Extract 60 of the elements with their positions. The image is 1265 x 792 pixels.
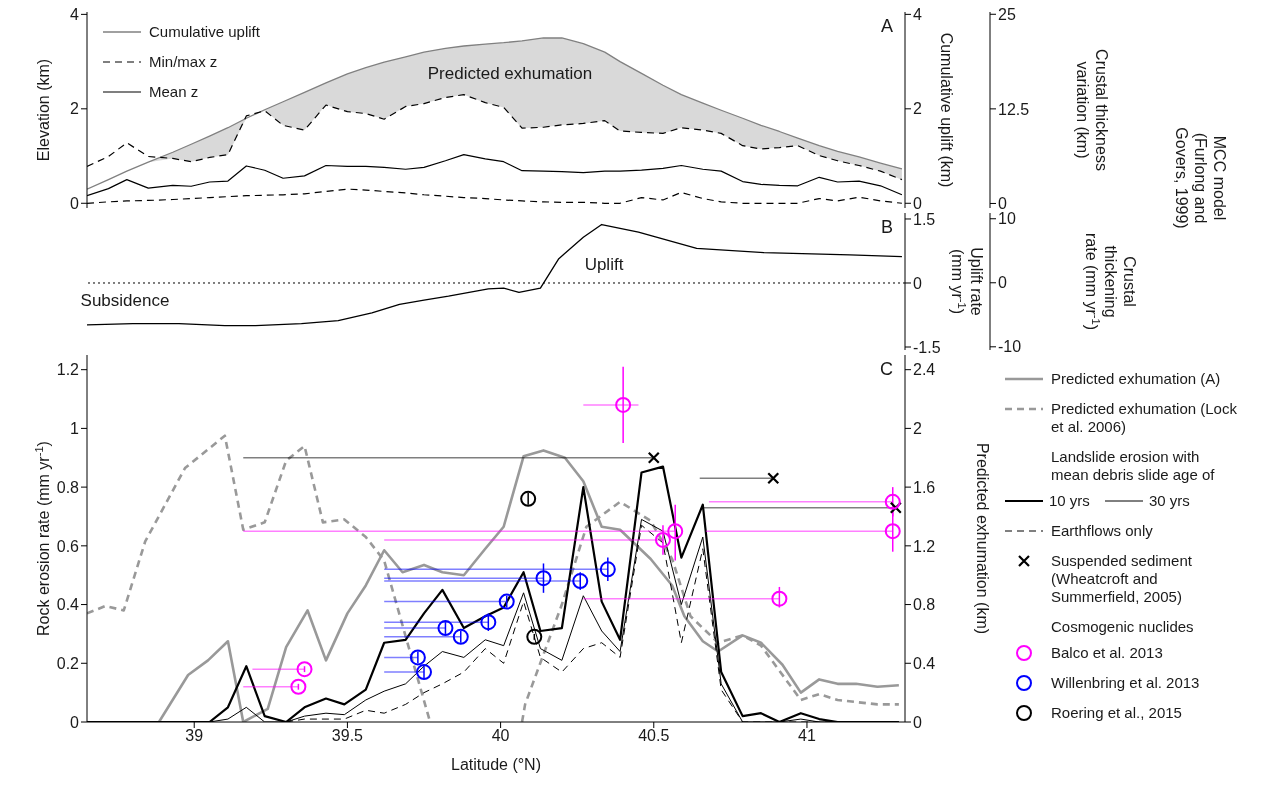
legend-label: Predicted exhumation (Lock et al. 2006): [1051, 400, 1238, 436]
y-tick-label: 0.8: [56, 478, 80, 496]
y2-tick-label: 0: [913, 713, 922, 731]
y2-tick-label: 0: [913, 194, 922, 212]
legend-label: Min/max z: [149, 53, 218, 71]
y-tick-label: 1: [70, 420, 80, 438]
y-tick-label: 1.2: [56, 361, 80, 379]
annotation: Subsidence: [80, 290, 170, 310]
legend-label: Predicted exhumation (A): [1051, 370, 1221, 388]
y-tick-label: 0.6: [56, 537, 80, 555]
y2-tick-label: 1.6: [913, 478, 936, 496]
y3-tick-label: 12.5: [998, 100, 1030, 118]
y2-tick-label: 0.8: [913, 596, 936, 614]
y3-tick-label: 10: [998, 210, 1016, 228]
legend-label: Willenbring et al. 2013: [1051, 674, 1200, 692]
text: Cosmogenic nuclides: [1051, 618, 1194, 636]
y2-tick-label: -1.5: [913, 338, 941, 356]
legend-label: Earthflows only: [1051, 522, 1154, 540]
y3-tick-label: 25: [998, 5, 1016, 23]
y3-tick-label: -10: [998, 338, 1022, 356]
y2-axis-title: Cumulative uplift (km): [938, 32, 956, 188]
x-tick-label: 39.5: [331, 727, 364, 745]
legend-label: 30 yrs: [1149, 492, 1190, 510]
legend-label: Suspended sediment (Wheatcroft and Summerfield, 2005): [1051, 552, 1193, 606]
chart-title: A: [880, 16, 893, 36]
y2-axis-title: Predicted exhumation (km): [974, 442, 992, 635]
y3-tick-label: 0: [998, 195, 1007, 213]
legend-label: 10 yrs: [1049, 492, 1090, 510]
y-tick-label: 0: [70, 713, 80, 731]
y2-tick-label: 2: [913, 420, 922, 438]
annotation: Predicted exhumation: [427, 63, 593, 83]
y2-tick-label: 1.5: [913, 210, 936, 228]
x-axis-title: Latitude (°N): [451, 756, 541, 773]
y2-tick-label: 0: [913, 274, 922, 292]
annotation: Uplift: [584, 254, 624, 274]
y-tick-label: 0: [70, 194, 80, 212]
y2-tick-label: 0.4: [913, 654, 936, 672]
text: Landslide erosion with mean debris slide age of: [1051, 448, 1216, 484]
text: MCC model (Furlong and Govers, 1999): [1173, 127, 1229, 229]
y-tick-label: 0.4: [56, 596, 80, 614]
legend-label: Mean z: [149, 83, 199, 101]
y2-tick-label: 1.2: [913, 537, 936, 555]
legend-label: Balco et al. 2013: [1051, 644, 1163, 662]
y-tick-label: 2: [70, 100, 80, 118]
y2-tick-label: 2.4: [913, 361, 936, 379]
y2-tick-label: 4: [913, 6, 922, 24]
y3-axis-title: Crustal thickness variation (km): [1074, 49, 1111, 171]
chart-title: B: [880, 217, 893, 237]
x-tick-label: 39: [185, 727, 204, 745]
x-tick-label: 40: [491, 727, 510, 745]
y2-tick-label: 2: [913, 100, 922, 118]
y3-tick-label: 0: [998, 274, 1007, 292]
legend-label: Roering et al., 2015: [1051, 704, 1182, 722]
y-axis-title: Elevation (km): [34, 58, 52, 162]
y-tick-label: 0.2: [56, 654, 80, 672]
y-tick-label: 4: [70, 6, 80, 24]
legend-label: Cumulative uplift: [149, 23, 261, 41]
chart-title: C: [880, 359, 893, 379]
x-tick-label: 40.5: [638, 727, 670, 745]
x-tick-label: 41: [798, 727, 816, 745]
